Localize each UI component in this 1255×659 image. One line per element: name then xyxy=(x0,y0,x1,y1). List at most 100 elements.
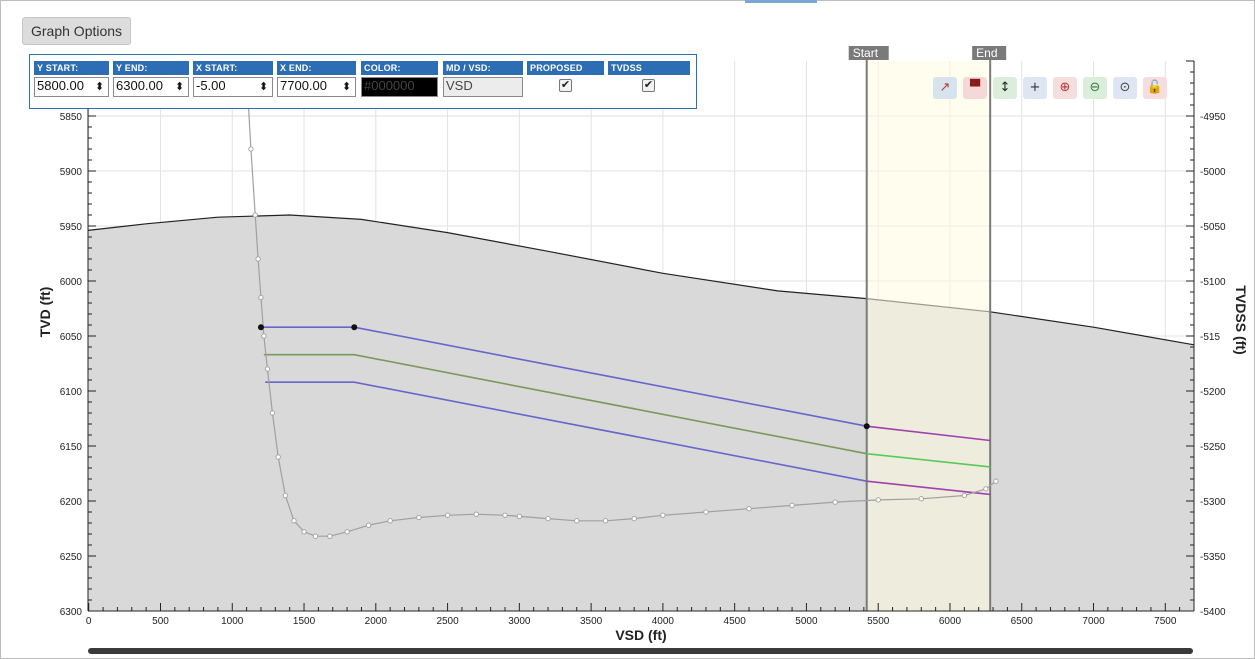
survey-point xyxy=(327,533,333,539)
y2-tick-label: -5100 xyxy=(1200,277,1226,288)
x-end-input[interactable]: 7700.00 xyxy=(277,77,356,97)
x-end-spinner-icon[interactable]: ⬍ xyxy=(342,81,352,93)
horizontal-scrollbar[interactable] xyxy=(88,648,1193,654)
y2-tick-label: -5250 xyxy=(1200,442,1226,453)
x-start-spinner-icon[interactable]: ⬍ xyxy=(259,81,269,93)
x-tick-label: 0 xyxy=(86,616,92,627)
wellpath-line xyxy=(245,60,997,537)
survey-point xyxy=(301,529,307,535)
select-tool-icon[interactable]: ↗ xyxy=(933,77,957,99)
survey-point xyxy=(545,515,551,522)
lock-icon[interactable]: 🔓 xyxy=(1143,77,1167,99)
y-tick-label: 5950 xyxy=(60,222,83,233)
survey-point xyxy=(258,294,264,301)
x-tick-label: 2000 xyxy=(365,616,388,627)
tvdss-label: TVDSS xyxy=(608,61,690,75)
survey-point xyxy=(660,512,666,518)
survey-point xyxy=(275,454,281,460)
y-tick-label: 6300 xyxy=(60,607,83,618)
color-input[interactable]: #000000 xyxy=(361,77,438,97)
y-start-spinner-icon[interactable]: ⬍ xyxy=(95,81,105,93)
survey-point xyxy=(282,492,289,499)
proposed-checkbox[interactable]: ✔ xyxy=(559,79,572,92)
y2-tick-label: -5300 xyxy=(1200,497,1226,508)
survey-point xyxy=(416,514,422,521)
survey-point xyxy=(516,513,522,520)
x-tick-label: 4000 xyxy=(652,616,675,627)
print-icon[interactable]: ▀ xyxy=(963,77,987,99)
x-end-label: X END: xyxy=(277,61,356,75)
md-vsd-field[interactable]: VSD xyxy=(443,77,523,97)
survey-point xyxy=(703,509,709,515)
survey-point xyxy=(832,499,838,505)
x-tick-label: 1000 xyxy=(221,616,244,627)
survey-point xyxy=(255,256,261,262)
y2-tick-label: -4950 xyxy=(1200,112,1226,123)
x-start-input[interactable]: -5.00 xyxy=(193,77,273,97)
y2-tick-label: -515 xyxy=(1200,332,1220,343)
zoom-out-icon[interactable]: ⊖ xyxy=(1083,77,1107,99)
color-label: COLOR: xyxy=(361,61,438,75)
y-end-input[interactable]: 6300.00 xyxy=(113,77,189,97)
y-start-input[interactable]: 5800.00 xyxy=(34,77,109,97)
survey-point xyxy=(789,502,795,509)
axes: 0 500 1000 1500 2000 2500 3000 3500 4000 4500 5000… xyxy=(60,60,1226,627)
control-point xyxy=(863,423,870,430)
x-tick-label: 6000 xyxy=(939,616,962,627)
survey-point xyxy=(252,212,258,218)
control-point xyxy=(351,324,358,331)
survey-point xyxy=(473,511,479,517)
y-tick-label: 5850 xyxy=(60,112,83,123)
end-label: End xyxy=(976,46,997,60)
crosshair-icon[interactable]: + xyxy=(1023,77,1047,99)
y2-tick-label: -5050 xyxy=(1200,222,1226,233)
y-axis-label: TVD (ft) xyxy=(37,287,53,338)
survey-point xyxy=(875,497,881,503)
survey-point xyxy=(602,518,609,524)
x-tick-label: 6500 xyxy=(1011,616,1034,627)
control-point xyxy=(257,324,264,331)
graph-options-button[interactable]: Graph Options xyxy=(22,17,132,45)
x-tick-label: 500 xyxy=(152,616,169,627)
vertical-move-icon[interactable]: ↕ xyxy=(993,77,1017,99)
survey-point xyxy=(387,518,393,524)
y2-tick-label: -5350 xyxy=(1200,552,1226,563)
survey-point xyxy=(365,522,372,528)
y2-tick-label: -5200 xyxy=(1200,387,1226,398)
top-indicator xyxy=(745,0,817,3)
start-tag[interactable] xyxy=(848,46,889,60)
y-end-label: Y END: xyxy=(113,61,189,75)
series-line-center-proposed xyxy=(866,452,991,468)
y-tick-label: 6000 xyxy=(60,277,83,288)
survey-point xyxy=(918,496,924,502)
survey-point xyxy=(574,518,580,524)
tvdss-checkbox[interactable]: ✔ xyxy=(642,79,655,92)
y2-tick-label: -5000 xyxy=(1200,167,1226,178)
y2-axis-label: TVDSS (ft) xyxy=(1233,285,1249,354)
y-end-spinner-icon[interactable]: ⬍ xyxy=(175,81,185,93)
x-tick-label: 7000 xyxy=(1082,616,1105,627)
survey-point xyxy=(993,478,999,484)
window-band xyxy=(866,61,991,611)
proposed-label: PROPOSED xyxy=(527,61,604,75)
x-tick-label: 5000 xyxy=(795,616,818,627)
y-tick-label: 6150 xyxy=(60,442,83,453)
x-axis-label: VSD (ft) xyxy=(615,627,666,643)
survey-point xyxy=(261,333,267,339)
survey-point xyxy=(269,410,276,416)
zoom-reset-icon[interactable]: ⊙ xyxy=(1113,77,1137,99)
start-label: Start xyxy=(853,46,879,60)
end-tag[interactable] xyxy=(972,46,1007,60)
survey-point xyxy=(444,512,451,518)
series-line-lower xyxy=(265,381,867,482)
target-window[interactable]: Start End xyxy=(848,46,1007,611)
survey-point xyxy=(961,492,967,499)
zoom-in-icon[interactable]: ⊕ xyxy=(1053,77,1077,99)
y2-tick-label: -5400 xyxy=(1200,607,1226,618)
x-tick-label: 3000 xyxy=(508,616,531,627)
y-tick-label: 5900 xyxy=(60,167,83,178)
survey-point xyxy=(248,146,254,152)
graph-options-panel: Y START: Y END: X START: X END: COLOR: M… xyxy=(29,54,697,109)
survey-point xyxy=(746,506,752,512)
